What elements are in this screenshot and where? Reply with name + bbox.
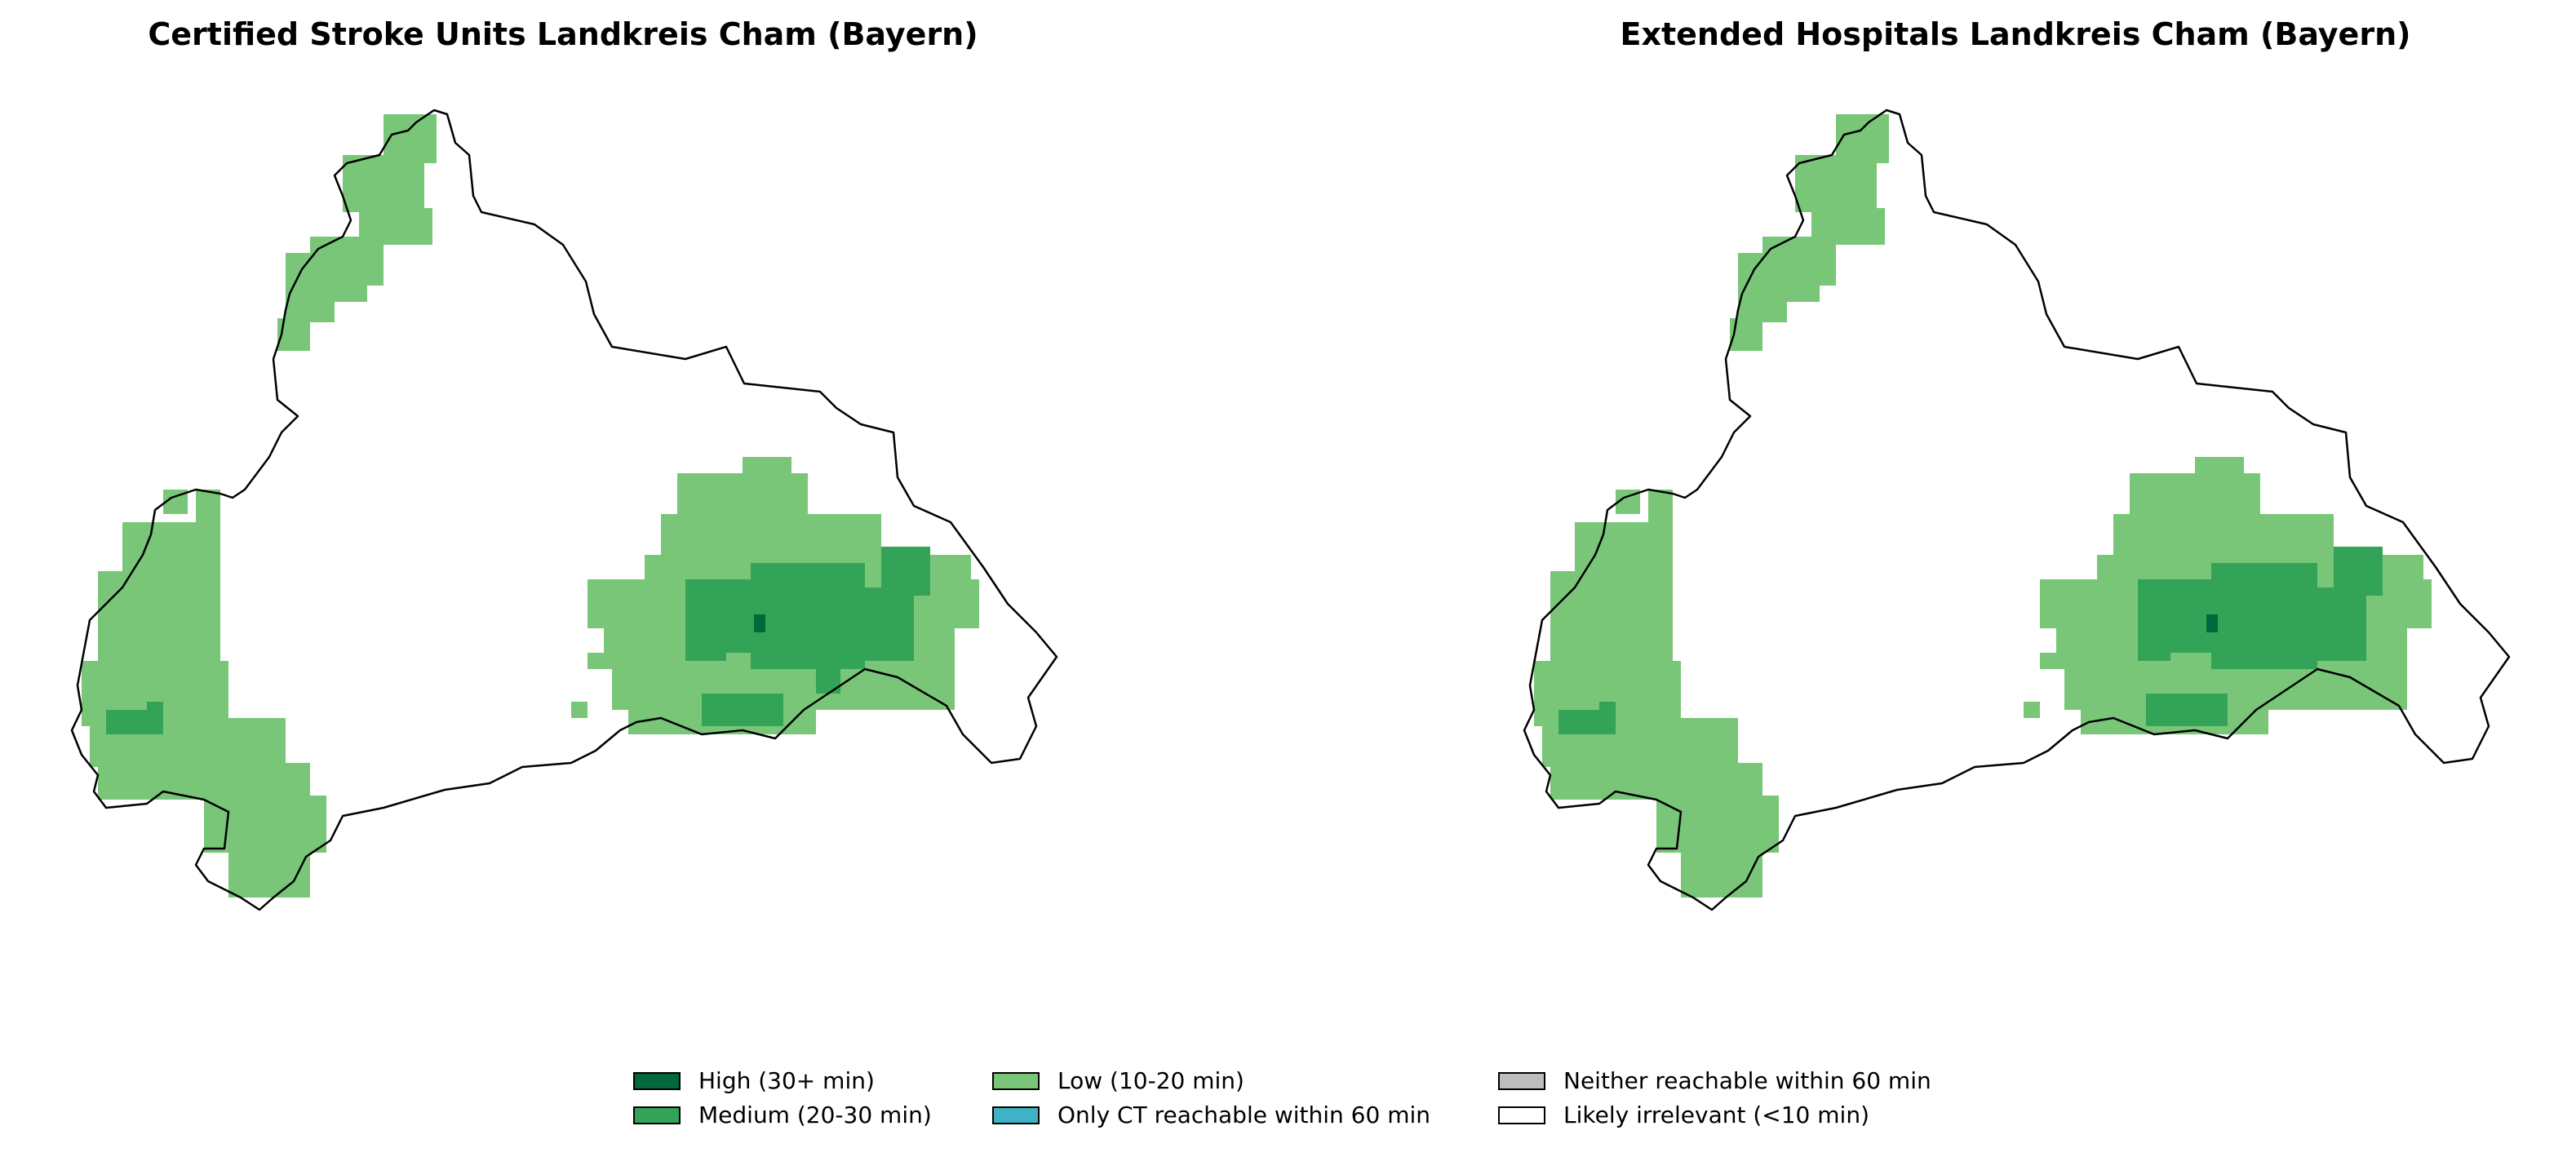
panel-title-certified-stroke-units: Certified Stroke Units Landkreis Cham (B…: [148, 16, 978, 52]
legend-item-neither: Neither reachable within 60 min: [1498, 1067, 1931, 1094]
legend-item-low: Low (10-20 min): [992, 1067, 1244, 1094]
legend-label-high: High (30+ min): [698, 1067, 875, 1094]
legend-label-only-ct: Only CT reachable within 60 min: [1057, 1102, 1431, 1128]
legend-item-only-ct: Only CT reachable within 60 min: [992, 1102, 1430, 1128]
grid-right-low: [1534, 114, 2432, 898]
legend-label-irrelevant: Likely irrelevant (<10 min): [1563, 1102, 1869, 1128]
map-panel-certified-stroke-units: [70, 109, 1058, 911]
legend: High (30+ min) Medium (20-30 min) Low (1…: [633, 1067, 1971, 1141]
grid-left-low: [82, 114, 979, 898]
grid-left-medium: [106, 547, 930, 734]
legend-label-medium: Medium (20-30 min): [698, 1102, 932, 1128]
legend-item-irrelevant: Likely irrelevant (<10 min): [1498, 1102, 1869, 1128]
legend-swatch-irrelevant: [1498, 1106, 1545, 1124]
district-boundary-right: [1523, 109, 2511, 911]
legend-item-medium: Medium (20-30 min): [633, 1102, 932, 1128]
legend-item-high: High (30+ min): [633, 1067, 875, 1094]
legend-label-low: Low (10-20 min): [1057, 1067, 1244, 1094]
grid-right-high: [2206, 614, 2218, 632]
legend-swatch-medium: [633, 1106, 681, 1124]
legend-swatch-neither: [1498, 1071, 1545, 1090]
map-panel-extended-hospitals: [1523, 109, 2511, 911]
legend-swatch-low: [992, 1071, 1040, 1090]
legend-swatch-high: [633, 1071, 681, 1090]
district-boundary-left: [70, 109, 1058, 911]
grid-left-high: [754, 614, 765, 632]
legend-label-neither: Neither reachable within 60 min: [1563, 1067, 1931, 1094]
legend-swatch-only-ct: [992, 1106, 1040, 1124]
panel-title-extended-hospitals: Extended Hospitals Landkreis Cham (Bayer…: [1620, 16, 2411, 52]
grid-right-medium: [1558, 547, 2383, 734]
